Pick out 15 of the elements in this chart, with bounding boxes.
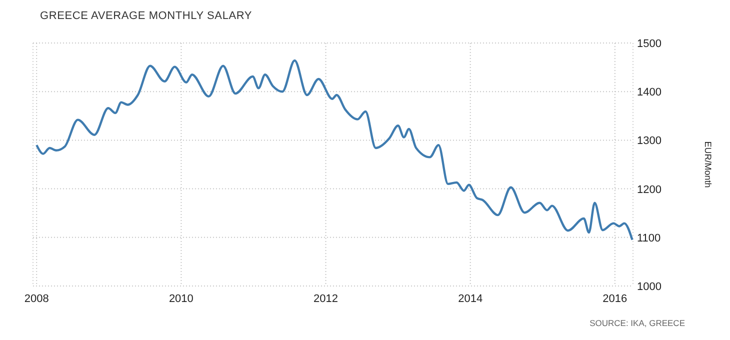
y-axis-title: EUR/Month: [703, 141, 713, 188]
x-tick-label: 2008: [24, 293, 49, 305]
y-tick-label: 1300: [637, 135, 662, 148]
source-note: SOURCE: IKA, GREECE: [590, 318, 686, 328]
x-tick-label: 2010: [168, 293, 194, 305]
x-tick-label: 2016: [602, 293, 628, 305]
y-tick-label: 1400: [637, 86, 662, 99]
x-tick-label: 2012: [314, 293, 338, 305]
chart-title: GREECE AVERAGE MONTHLY SALARY: [40, 10, 252, 22]
y-tick-label: 1100: [637, 232, 661, 244]
y-tick-label: 1000: [637, 281, 662, 293]
y-tick-label: 1500: [637, 38, 662, 50]
y-tick-label: 1200: [637, 184, 662, 196]
line-series: [36, 59, 634, 241]
x-tick-label: 2014: [458, 293, 483, 305]
